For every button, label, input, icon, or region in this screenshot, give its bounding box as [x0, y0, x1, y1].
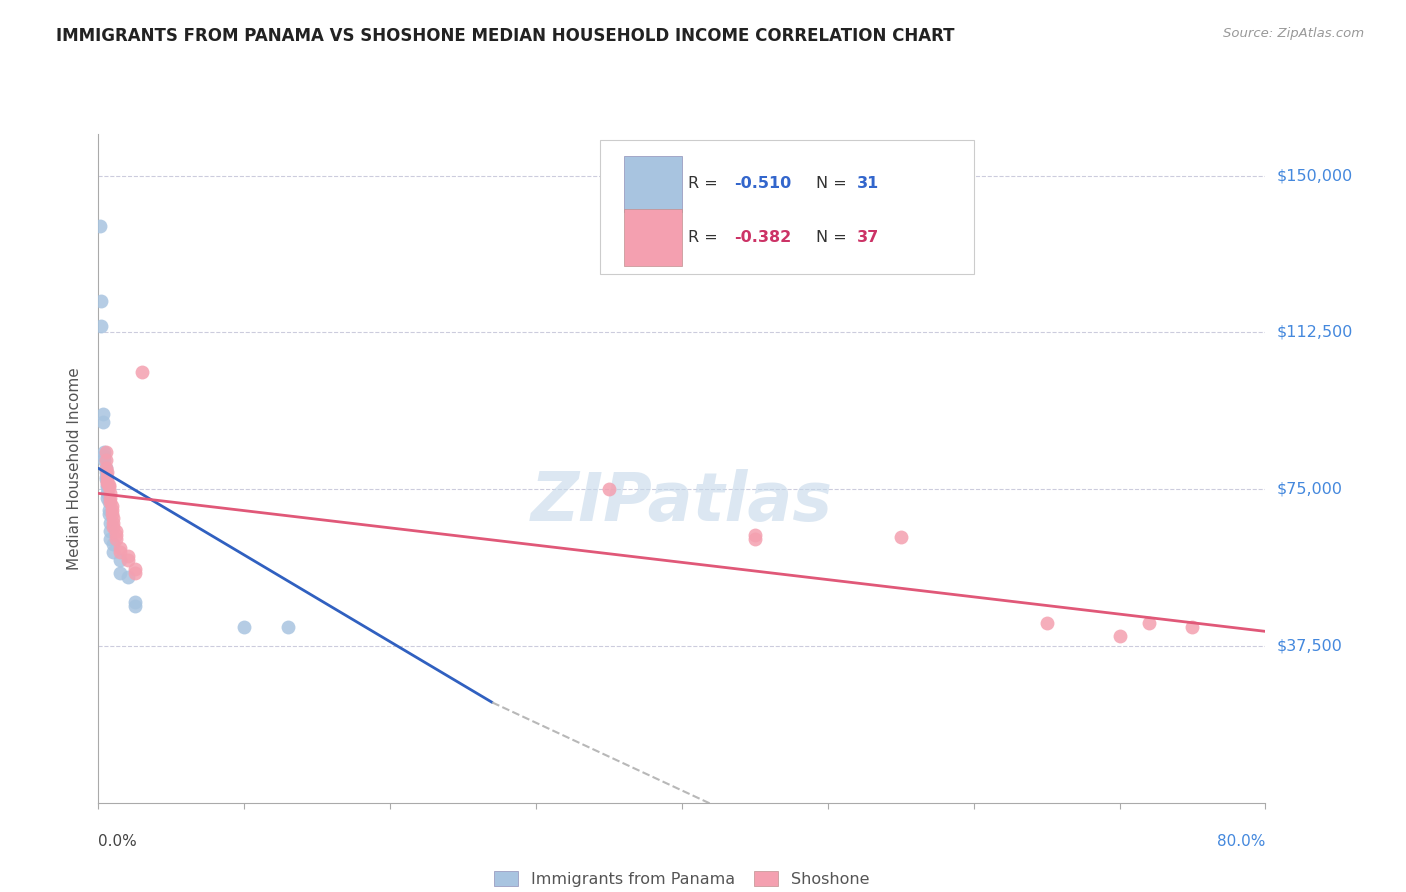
Point [98, 524, 121, 538]
Point [98, 494, 121, 508]
Text: 80.0%: 80.0% [1218, 834, 1265, 849]
Point [124, 562, 146, 576]
FancyBboxPatch shape [623, 209, 682, 266]
Point [96, 480, 118, 494]
Y-axis label: Median Household Income: Median Household Income [67, 367, 83, 570]
Point [104, 528, 127, 542]
Point [94, 472, 117, 486]
Text: 0.0%: 0.0% [98, 834, 138, 849]
Text: N =: N = [815, 230, 852, 245]
Point [96, 486, 118, 500]
Text: 31: 31 [856, 177, 879, 192]
Text: -0.382: -0.382 [734, 230, 792, 245]
Point [98, 486, 121, 500]
Point [96, 469, 118, 483]
Text: 37: 37 [856, 230, 879, 245]
Text: $37,500: $37,500 [1277, 639, 1343, 654]
Point [94, 453, 117, 467]
Point [233, 620, 256, 634]
Point [104, 524, 127, 538]
Point [1035, 615, 1057, 630]
Point [93, 453, 115, 467]
Point [117, 570, 139, 584]
Point [90, 294, 112, 309]
Point [97, 480, 120, 494]
Point [96, 466, 118, 480]
Point [110, 541, 132, 555]
FancyBboxPatch shape [623, 155, 682, 212]
Text: $150,000: $150,000 [1277, 168, 1353, 183]
Point [98, 533, 121, 547]
Point [124, 599, 146, 614]
Point [93, 444, 115, 458]
Point [110, 566, 132, 580]
FancyBboxPatch shape [600, 141, 973, 275]
Text: IMMIGRANTS FROM PANAMA VS SHOSHONE MEDIAN HOUSEHOLD INCOME CORRELATION CHART: IMMIGRANTS FROM PANAMA VS SHOSHONE MEDIA… [56, 27, 955, 45]
Point [110, 553, 132, 567]
Point [890, 530, 912, 544]
Point [96, 475, 118, 490]
Point [117, 549, 139, 563]
Point [98, 491, 121, 505]
Text: $112,500: $112,500 [1277, 325, 1353, 340]
Text: $75,000: $75,000 [1277, 482, 1343, 497]
Text: -0.510: -0.510 [734, 177, 792, 192]
Point [94, 444, 117, 458]
Text: N =: N = [815, 177, 852, 192]
Point [104, 533, 127, 547]
Text: Source: ZipAtlas.com: Source: ZipAtlas.com [1223, 27, 1364, 40]
Point [117, 553, 139, 567]
Point [1108, 628, 1130, 642]
Point [97, 503, 120, 517]
Text: R =: R = [688, 177, 723, 192]
Point [744, 528, 766, 542]
Point [94, 469, 117, 483]
Point [124, 566, 146, 580]
Point [96, 478, 118, 492]
Point [89, 219, 111, 233]
Point [91, 415, 114, 429]
Point [96, 474, 118, 488]
Point [101, 511, 124, 525]
Point [97, 508, 120, 522]
Point [101, 516, 124, 530]
Point [91, 407, 114, 421]
Point [1181, 620, 1204, 634]
Point [97, 478, 120, 492]
Legend: Immigrants from Panama, Shoshone: Immigrants from Panama, Shoshone [488, 864, 876, 892]
Point [1137, 615, 1160, 630]
Text: R =: R = [688, 230, 723, 245]
Point [94, 466, 117, 480]
Point [744, 533, 766, 547]
Point [93, 449, 115, 463]
Point [96, 491, 118, 505]
Point [98, 516, 121, 530]
Point [101, 536, 124, 550]
Point [97, 494, 120, 508]
Point [598, 482, 620, 496]
Point [100, 503, 122, 517]
Text: ZIPatlas: ZIPatlas [531, 469, 832, 534]
Point [94, 461, 117, 475]
Point [131, 365, 153, 379]
Point [101, 520, 124, 534]
Point [90, 319, 112, 334]
Point [110, 545, 132, 559]
Point [94, 461, 117, 475]
Point [100, 508, 122, 522]
Point [277, 620, 299, 634]
Point [101, 545, 124, 559]
Point [124, 595, 146, 609]
Point [100, 499, 122, 513]
